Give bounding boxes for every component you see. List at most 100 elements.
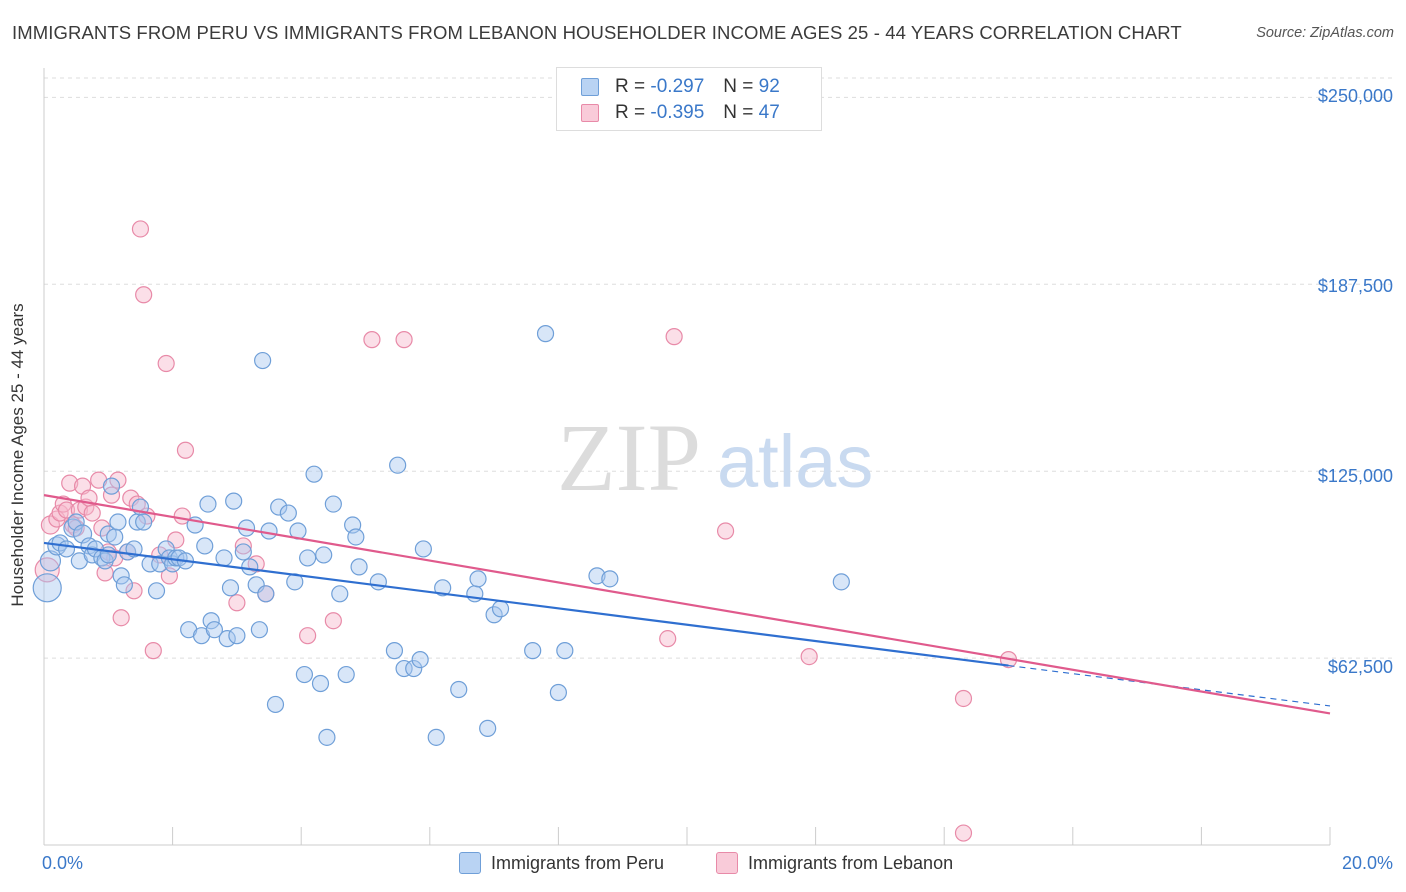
peru-point <box>250 621 269 639</box>
y-tick-250000: $250,000 <box>1317 86 1393 106</box>
peru-point <box>57 540 76 558</box>
lebanon-swatch <box>581 104 599 122</box>
peru-point <box>434 579 452 597</box>
legend-r-lebanon: -0.395 <box>650 102 705 123</box>
peru-point <box>369 573 387 591</box>
lebanon-point <box>363 331 381 349</box>
peru-point <box>109 513 127 531</box>
lebanon-point <box>395 331 413 349</box>
peru-point <box>221 579 240 597</box>
legend-r-label: R = <box>615 102 646 123</box>
peru-point <box>556 642 574 660</box>
peru-point <box>318 728 336 746</box>
legend-n-peru: 92 <box>758 76 780 97</box>
peru-trend-line <box>43 541 1009 667</box>
peru-point <box>479 719 497 737</box>
y-tick-62500: $62,500 <box>1327 657 1393 677</box>
lebanon-point <box>93 519 111 537</box>
peru-point <box>102 477 121 495</box>
peru-point <box>112 567 130 585</box>
peru-point <box>311 674 330 693</box>
peru-point <box>411 650 429 669</box>
lebanon-point <box>659 630 677 648</box>
peru-point <box>106 528 124 546</box>
lebanon-point <box>800 647 818 666</box>
lebanon-point <box>299 627 317 645</box>
peru-point <box>305 465 323 483</box>
peru-point <box>147 582 166 600</box>
peru-point <box>199 495 217 513</box>
lebanon-trend-line <box>43 494 1331 715</box>
watermark-atlas: atlas <box>717 420 873 503</box>
lebanon-point <box>109 471 127 489</box>
lebanon-point <box>131 220 150 238</box>
peru-point <box>151 555 169 573</box>
legend-n-label: N = <box>723 102 754 123</box>
peru-point <box>485 606 503 624</box>
peru-point <box>257 585 275 603</box>
peru-point <box>279 504 297 522</box>
lebanon-point <box>324 612 342 630</box>
peru-point <box>832 573 850 591</box>
legend-r-peru: -0.297 <box>650 76 705 97</box>
peru-point <box>469 570 487 588</box>
peru-point <box>324 495 342 513</box>
peru-point <box>241 558 259 576</box>
peru-point <box>32 573 62 603</box>
peru-point <box>234 543 252 561</box>
legend-r-label: R = <box>615 76 646 97</box>
watermark-zip: ZIP <box>557 404 701 511</box>
lebanon-point <box>102 486 121 504</box>
peru-point <box>350 558 368 576</box>
peru-point <box>549 683 568 702</box>
peru-point <box>215 549 233 567</box>
peru-point <box>39 550 62 572</box>
peru-point <box>228 627 246 645</box>
lebanon-point <box>83 504 101 522</box>
bottom-legend-peru: Immigrants from Peru <box>459 852 664 874</box>
bottom-legend-peru-label: Immigrants from Peru <box>491 852 665 873</box>
peru-point <box>337 665 355 684</box>
chart-title: IMMIGRANTS FROM PERU VS IMMIGRANTS FROM … <box>12 22 1182 43</box>
lebanon-point <box>40 515 61 535</box>
peru-point <box>385 642 404 660</box>
lebanon-point <box>716 522 735 540</box>
lebanon-point <box>125 582 143 600</box>
peru-point <box>405 659 423 678</box>
peru-point <box>536 325 555 343</box>
lebanon-point <box>157 354 175 373</box>
peru-point <box>270 498 288 516</box>
lebanon-point <box>112 609 130 627</box>
lebanon-point <box>176 441 195 459</box>
y-tick-187500: $187,500 <box>1317 276 1393 296</box>
peru-point <box>450 680 468 699</box>
peru-point <box>196 537 214 555</box>
lebanon-point <box>144 642 162 660</box>
y-axis-label: Householder Income Ages 25 - 44 years <box>8 303 27 607</box>
peru-point <box>601 570 619 588</box>
peru-point <box>266 695 285 714</box>
x-tick-min: 0.0% <box>42 853 84 873</box>
correlation-legend: R = -0.297 N = 92 R = -0.395 N = 47 <box>556 67 822 131</box>
peru-point <box>395 659 413 678</box>
lebanon-legend-swatch <box>716 852 738 874</box>
peru-point <box>427 728 445 746</box>
lebanon-point <box>61 474 79 492</box>
peru-point <box>205 621 223 639</box>
y-tick-125000: $125,000 <box>1317 466 1393 486</box>
lebanon-point <box>228 594 246 612</box>
legend-row-lebanon: R = -0.395 N = 47 <box>581 101 780 125</box>
lebanon-point <box>954 824 973 842</box>
lebanon-point <box>57 501 76 519</box>
peru-point <box>295 665 314 684</box>
chart-source: Source: ZipAtlas.com <box>1256 25 1394 41</box>
lebanon-point <box>135 286 153 304</box>
peru-point <box>218 630 236 648</box>
peru-point <box>225 492 243 510</box>
lebanon-point <box>128 495 146 513</box>
peru-point <box>299 549 317 567</box>
peru-point <box>315 546 333 564</box>
bottom-legend-lebanon: Immigrants from Lebanon <box>716 852 953 874</box>
lebanon-point <box>234 537 252 555</box>
